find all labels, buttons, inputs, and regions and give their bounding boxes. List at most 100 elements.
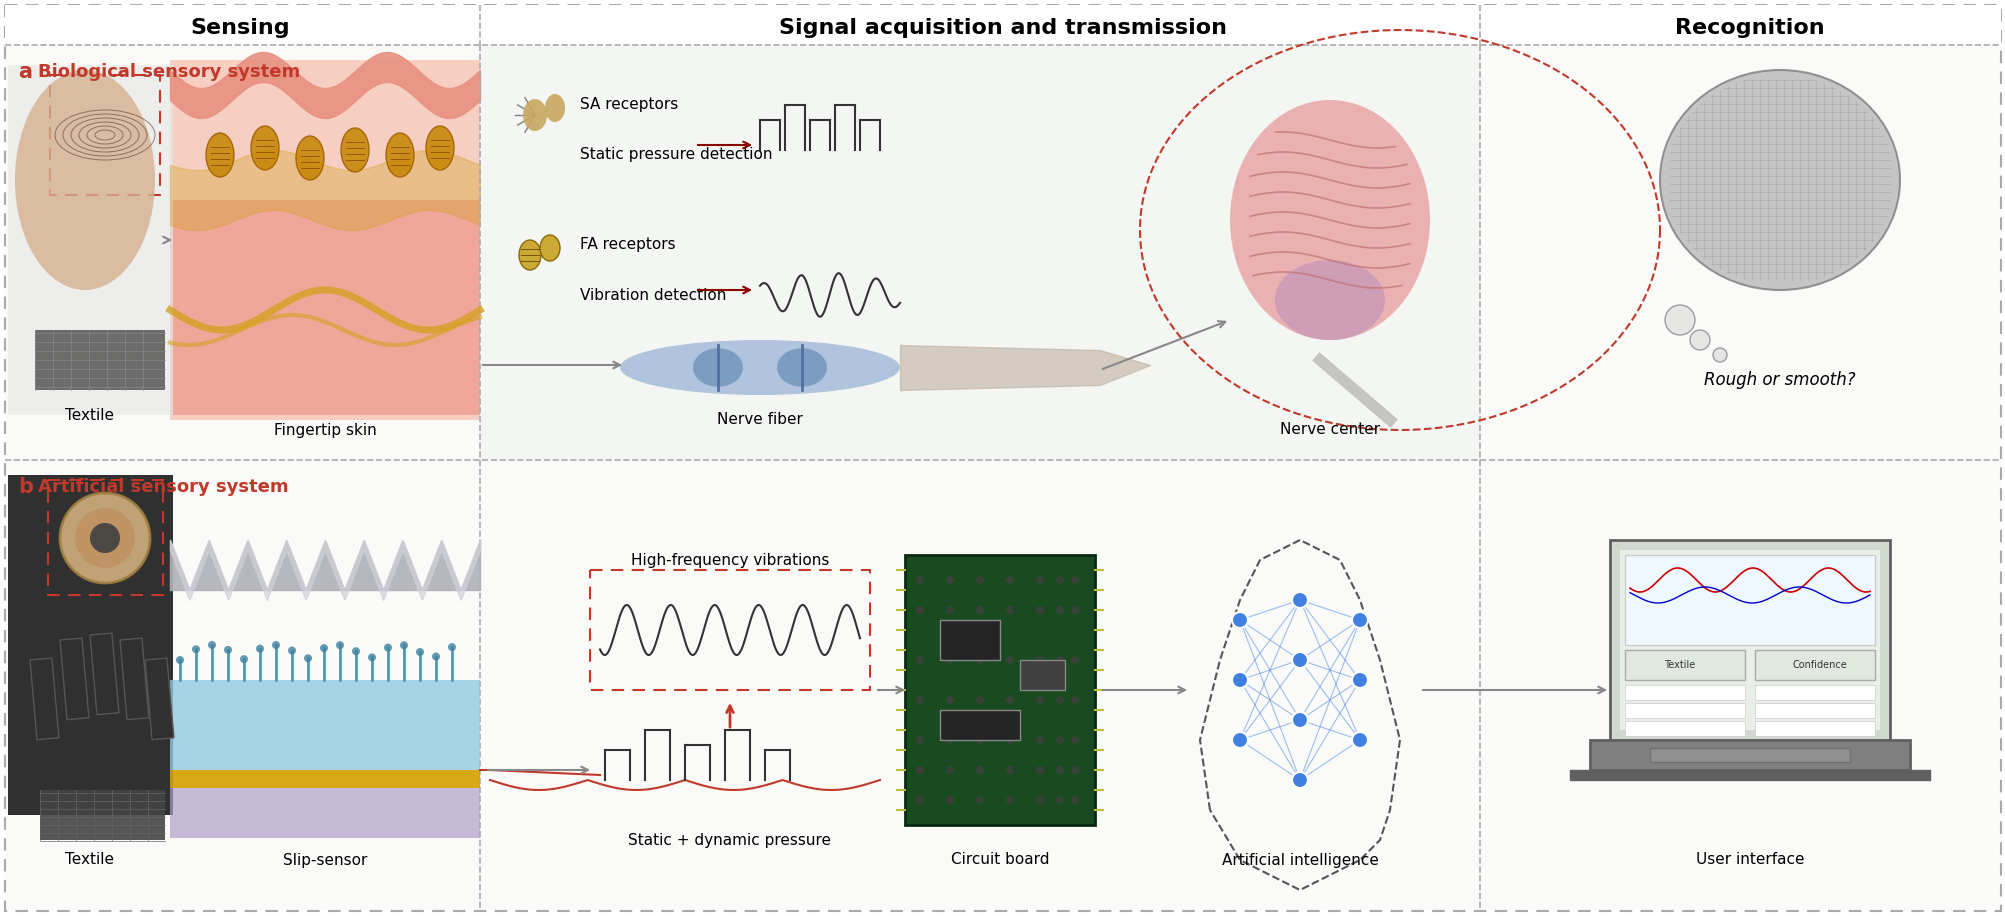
Ellipse shape (1660, 70, 1899, 290)
Text: Confidence: Confidence (1792, 660, 1847, 670)
Ellipse shape (946, 696, 954, 704)
Ellipse shape (976, 796, 984, 804)
Ellipse shape (1055, 576, 1063, 584)
Ellipse shape (1005, 606, 1013, 614)
Bar (1610, 540, 1889, 740)
Bar (60, 638, 88, 720)
Bar (30, 658, 58, 740)
Text: Textile: Textile (66, 408, 114, 422)
Text: Artificial sensory system: Artificial sensory system (38, 478, 289, 496)
Ellipse shape (1351, 672, 1367, 688)
Ellipse shape (916, 696, 924, 704)
Ellipse shape (1071, 696, 1079, 704)
Text: Nerve center: Nerve center (1279, 422, 1379, 438)
Ellipse shape (225, 646, 233, 654)
Text: Nerve fiber: Nerve fiber (716, 412, 802, 428)
Ellipse shape (545, 94, 565, 122)
Ellipse shape (351, 648, 359, 655)
Bar (1624, 721, 1744, 736)
Ellipse shape (1055, 696, 1063, 704)
Bar (4, 45, 2001, 460)
Ellipse shape (1035, 606, 1043, 614)
Ellipse shape (946, 656, 954, 664)
Bar (1624, 685, 1744, 700)
Ellipse shape (1291, 712, 1307, 728)
Bar (34, 330, 164, 390)
Bar (144, 658, 174, 740)
Ellipse shape (1291, 592, 1307, 608)
Text: Textile: Textile (1664, 660, 1694, 670)
Ellipse shape (74, 508, 134, 568)
Ellipse shape (257, 645, 265, 652)
Ellipse shape (946, 796, 954, 804)
Ellipse shape (241, 655, 249, 663)
Bar (120, 638, 148, 720)
Bar (1624, 703, 1744, 718)
Ellipse shape (946, 576, 954, 584)
Bar (479, 45, 1480, 460)
Ellipse shape (946, 766, 954, 774)
Ellipse shape (1071, 766, 1079, 774)
Ellipse shape (1291, 772, 1307, 788)
Ellipse shape (367, 653, 375, 661)
Ellipse shape (385, 133, 413, 177)
Bar (50, 75, 160, 195)
Ellipse shape (431, 652, 439, 660)
Ellipse shape (523, 99, 547, 131)
Ellipse shape (1688, 330, 1708, 350)
Ellipse shape (692, 348, 742, 387)
Ellipse shape (976, 766, 984, 774)
Bar (170, 200, 479, 415)
Ellipse shape (383, 644, 391, 651)
Text: Vibration detection: Vibration detection (579, 288, 726, 302)
Ellipse shape (90, 523, 120, 553)
Ellipse shape (273, 641, 281, 649)
Ellipse shape (1005, 766, 1013, 774)
Ellipse shape (305, 654, 313, 662)
Bar (4, 5, 2001, 45)
Ellipse shape (1005, 696, 1013, 704)
Ellipse shape (1664, 305, 1694, 335)
Ellipse shape (1351, 732, 1367, 748)
Ellipse shape (1035, 576, 1043, 584)
Ellipse shape (1035, 696, 1043, 704)
Ellipse shape (1231, 612, 1247, 628)
Bar (1620, 550, 1879, 730)
Text: Slip-sensor: Slip-sensor (283, 853, 367, 867)
Bar (1590, 740, 1909, 770)
Text: Textile: Textile (66, 853, 114, 867)
Ellipse shape (1005, 736, 1013, 744)
Text: Fingertip skin: Fingertip skin (273, 422, 377, 438)
Text: Sensing: Sensing (190, 18, 289, 38)
Ellipse shape (447, 643, 455, 651)
Bar (1624, 555, 1875, 645)
Bar (1624, 650, 1744, 680)
Text: High-frequency vibrations: High-frequency vibrations (630, 552, 828, 568)
Bar (4, 460, 2001, 910)
Ellipse shape (916, 736, 924, 744)
Bar (1754, 703, 1875, 718)
Text: Circuit board: Circuit board (950, 853, 1049, 867)
Ellipse shape (1231, 732, 1247, 748)
Ellipse shape (946, 736, 954, 744)
Ellipse shape (776, 348, 826, 387)
Ellipse shape (1229, 100, 1430, 340)
Ellipse shape (425, 126, 453, 170)
Ellipse shape (1071, 736, 1079, 744)
Bar (40, 790, 164, 840)
Ellipse shape (539, 235, 559, 261)
Ellipse shape (1055, 736, 1063, 744)
Text: Rough or smooth?: Rough or smooth? (1704, 371, 1855, 389)
Ellipse shape (1005, 656, 1013, 664)
Ellipse shape (1035, 656, 1043, 664)
Ellipse shape (1071, 796, 1079, 804)
Ellipse shape (1712, 348, 1726, 362)
Text: Biological sensory system: Biological sensory system (38, 63, 301, 81)
Ellipse shape (1005, 576, 1013, 584)
Ellipse shape (60, 493, 150, 583)
Ellipse shape (209, 641, 217, 649)
Bar (1754, 685, 1875, 700)
Bar (90, 633, 118, 714)
Text: a: a (18, 62, 32, 82)
Bar (1754, 721, 1875, 736)
